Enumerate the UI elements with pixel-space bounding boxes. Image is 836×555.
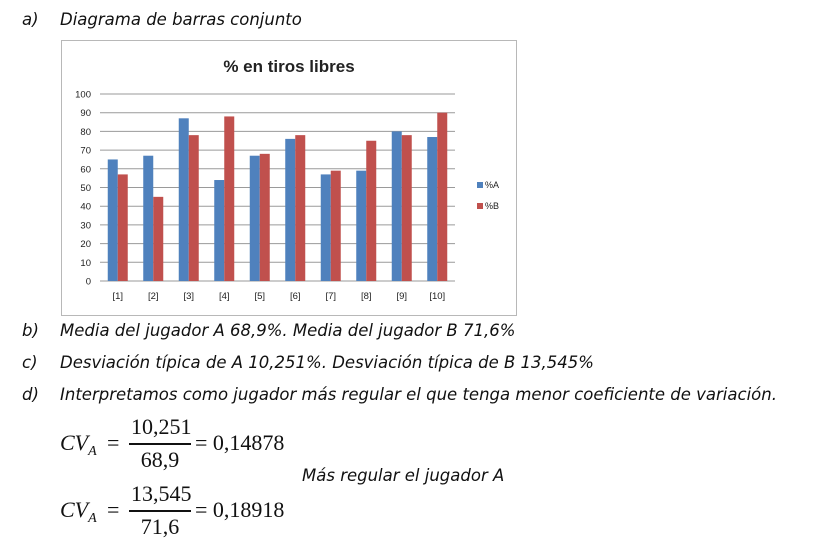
formula-1-fraction-bar (129, 443, 191, 445)
item-d-text: Interpretamos como jugador más regular e… (60, 385, 777, 404)
item-b-label: b) (22, 321, 39, 340)
bar-pctA-2 (143, 155, 154, 281)
bar-pctA-7 (320, 174, 331, 281)
bar-pctA-5 (249, 155, 260, 281)
legend-label: %B (485, 201, 499, 211)
bar-pctB-4 (224, 116, 235, 281)
bar-pctB-5 (259, 153, 270, 281)
formula-2-result: = 0,18918 (195, 497, 285, 522)
formula-1-denominator: 68,9 (140, 447, 180, 472)
x-tick-label: [4] (219, 291, 230, 302)
x-tick-label: [6] (290, 291, 301, 302)
item-c: c) Desviación típica de A 10,251%. Desvia… (22, 353, 594, 372)
formula-1-result: = 0,14878 (195, 430, 285, 455)
x-tick-label: [10] (429, 291, 445, 302)
y-tick-label: 100 (75, 90, 91, 101)
y-tick-label: 90 (80, 108, 91, 119)
x-tick-label: [3] (183, 291, 194, 302)
y-tick-label: 10 (80, 258, 91, 269)
bar-chart: % en tiros libres 0 10 20 30 40 50 60 70 80 90 100 [… (61, 40, 517, 316)
bar-pctA-1 (107, 159, 118, 281)
formula-cv-a-2: CVA (60, 497, 97, 526)
chart-svg: % en tiros libres 0 10 20 30 40 50 60 70 80 90 100 [… (75, 57, 499, 302)
y-tick-label: 20 (80, 239, 91, 250)
bar-pctA-9 (391, 131, 402, 281)
y-tick-label: 0 (86, 277, 91, 288)
x-tick-label: [7] (325, 291, 336, 302)
x-tick-label: [9] (396, 291, 407, 302)
x-tick-label: [2] (148, 291, 159, 302)
formula-2-denominator: 71,6 (140, 514, 180, 539)
item-b: b) Media del jugador A 68,9%. Media del j… (22, 321, 515, 340)
bar-pctA-6 (285, 138, 296, 281)
bar-pctB-9 (401, 135, 412, 281)
formula-cv-a-1: CVA (60, 430, 97, 459)
legend-swatch-pctA (477, 182, 483, 188)
formula-1-eq: = (107, 430, 120, 455)
item-d: d) Interpretamos como jugador más regular… (22, 385, 777, 404)
item-c-label: c) (22, 353, 38, 372)
formula-1-lhs: CV (60, 430, 89, 455)
conclusion-text: Más regular el jugador A (302, 466, 505, 485)
item-a: a) Diagrama de barras conjunto (22, 10, 302, 29)
legend-label: %A (485, 180, 499, 190)
bar-pctB-10 (437, 112, 448, 281)
bar-pctB-3 (188, 135, 199, 281)
bar-pctB-1 (117, 174, 128, 281)
item-a-label: a) (22, 10, 39, 29)
item-b-text: Media del jugador A 68,9%. Media del jug… (60, 321, 516, 340)
formula-2-eq: = (107, 497, 120, 522)
item-c-text: Desviación típica de A 10,251%. Desviaci… (60, 353, 594, 372)
y-tick-label: 80 (80, 127, 91, 138)
bar-pctA-4 (214, 180, 225, 281)
formula-2-sub: A (88, 511, 97, 526)
y-tick-label: 50 (80, 183, 91, 194)
bar-pctA-10 (427, 137, 438, 281)
formula-1-sub: A (88, 444, 97, 459)
bar-pctA-3 (178, 118, 189, 281)
y-tick-label: 30 (80, 220, 91, 231)
bar-pctB-8 (366, 140, 377, 281)
x-tick-label: [8] (361, 291, 372, 302)
formula-2-lhs: CV (60, 497, 89, 522)
y-tick-label: 40 (80, 202, 91, 213)
formula-1-numerator: 10,251 (131, 414, 192, 439)
bar-pctB-7 (330, 170, 341, 281)
legend-swatch-pctB (477, 203, 483, 209)
bar-pctA-8 (356, 170, 367, 281)
bar-pctB-2 (153, 196, 164, 281)
bar-pctB-6 (295, 135, 306, 281)
item-d-label: d) (22, 385, 39, 404)
x-tick-label: [1] (112, 291, 123, 302)
formula-2-numerator: 13,545 (131, 481, 192, 506)
y-tick-label: 70 (80, 146, 91, 157)
chart-title: % en tiros libres (223, 57, 354, 76)
formula-2-fraction-bar (129, 510, 191, 512)
item-a-text: Diagrama de barras conjunto (60, 10, 302, 29)
x-tick-label: [5] (254, 291, 265, 302)
y-tick-label: 60 (80, 164, 91, 175)
